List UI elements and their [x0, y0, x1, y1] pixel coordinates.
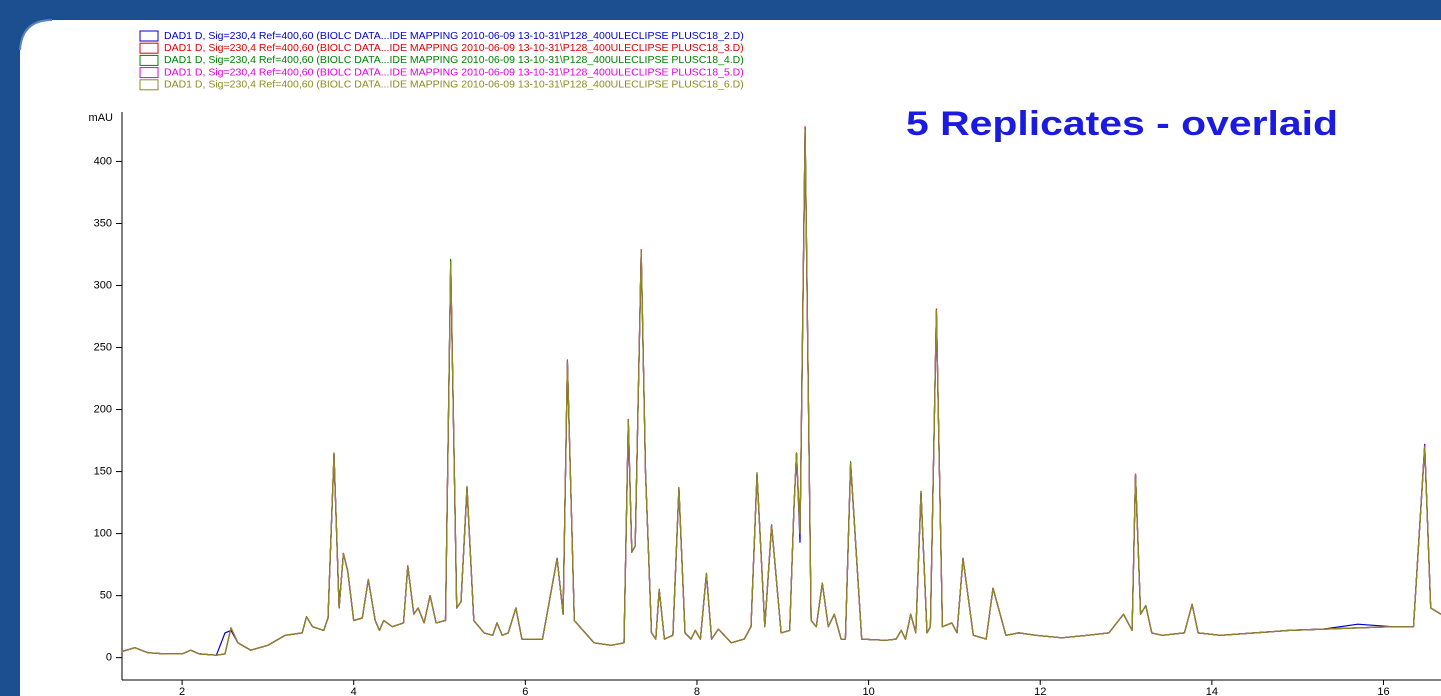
y-tick-label: 0 [106, 652, 112, 664]
x-tick-label: 2 [179, 686, 185, 696]
y-tick-label: 200 [94, 403, 112, 415]
legend-label: DAD1 D, Sig=230,4 Ref=400,60 (BIOLC DATA… [164, 30, 744, 42]
x-tick-label: 10 [862, 686, 874, 696]
series-line [121, 128, 1441, 656]
legend-swatch [139, 30, 159, 42]
x-tick-label: 6 [522, 686, 528, 696]
x-tick-label: 14 [1206, 686, 1218, 696]
legend-label: DAD1 D, Sig=230,4 Ref=400,60 (BIOLC DATA… [164, 66, 744, 78]
legend-swatch [139, 54, 159, 66]
y-tick-label: 350 [94, 217, 112, 229]
x-tick-label: 12 [1034, 686, 1046, 696]
x-tick-label: 16 [1377, 686, 1389, 696]
series-line [121, 129, 1441, 656]
series-line [121, 126, 1441, 656]
series-line [121, 129, 1441, 656]
legend-label: DAD1 D, Sig=230,4 Ref=400,60 (BIOLC DATA… [164, 79, 744, 91]
series-line [121, 131, 1441, 656]
chart-title: 5 Replicates - overlaid [906, 105, 1338, 143]
legend-label: DAD1 D, Sig=230,4 Ref=400,60 (BIOLC DATA… [164, 42, 744, 54]
legend-swatch [139, 42, 159, 54]
x-tick-label: 8 [694, 686, 700, 696]
y-axis-label: mAU [89, 112, 114, 124]
y-tick-label: 150 [94, 465, 112, 477]
legend-swatch [139, 79, 159, 91]
y-tick-label: 300 [94, 279, 112, 291]
frame-edge [19, 19, 53, 51]
y-tick-label: 400 [94, 155, 112, 167]
y-tick-label: 250 [94, 341, 112, 353]
x-tick-label: 4 [351, 686, 357, 696]
y-tick-label: 100 [94, 528, 112, 540]
legend-label: DAD1 D, Sig=230,4 Ref=400,60 (BIOLC DATA… [164, 54, 744, 66]
legend-swatch [139, 67, 159, 79]
y-tick-label: 50 [100, 590, 112, 602]
